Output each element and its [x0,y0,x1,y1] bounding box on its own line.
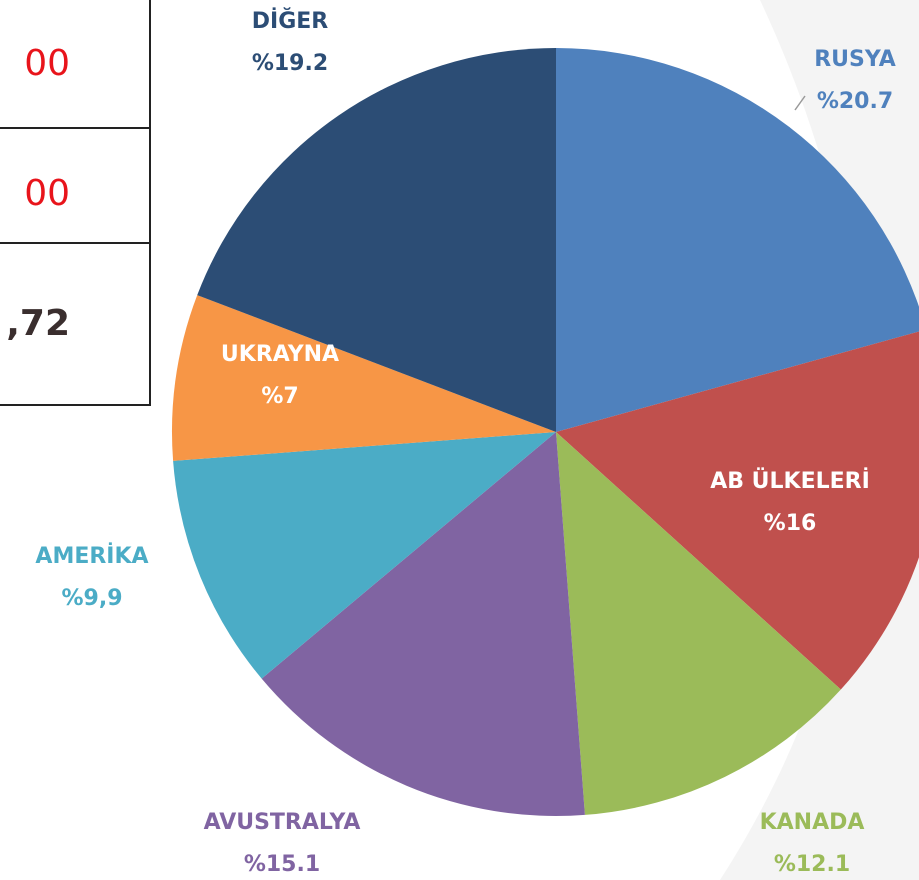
table-cell [0,0,151,129]
slice-label: AB ÜLKELERİ [710,468,870,494]
leader-line [794,95,806,111]
pie-slice [173,432,556,679]
table-cell [0,127,151,244]
slice-value-label: %7 [261,384,298,409]
slice-value-label: %16 [764,511,817,536]
slice-value-label: %19.2 [252,51,328,76]
table-cell [0,242,151,406]
pie-slice [197,48,556,432]
pie [173,432,556,679]
slice-label: AMERİKA [35,543,148,569]
pie [556,432,841,815]
slice-label: KANADA [760,810,865,835]
pie [556,331,919,690]
slice-value-label: %20.7 [817,89,893,114]
pie [197,48,556,432]
table-cell-text: 00 [24,173,70,214]
slice-label: DİĞER [252,8,329,34]
pie [556,48,919,432]
pie-slice [556,48,919,432]
slice-value-label: %9,9 [61,586,122,611]
slice-value-label: %12.1 [774,852,850,877]
slice-label: AVUSTRALYA [204,810,361,835]
slice-value-label: %15.1 [244,852,320,877]
pie [172,295,557,461]
pie-slice [556,432,841,815]
table [0,0,151,406]
table-cell-text: ,72 [6,303,70,344]
pie [261,432,585,816]
pie-slice [261,432,585,816]
pie-slice [556,331,919,690]
table-cell-text: 00 [24,43,70,84]
pie-slice [172,295,557,461]
slice-label: RUSYA [814,47,896,72]
slice-label: UKRAYNA [221,342,339,367]
